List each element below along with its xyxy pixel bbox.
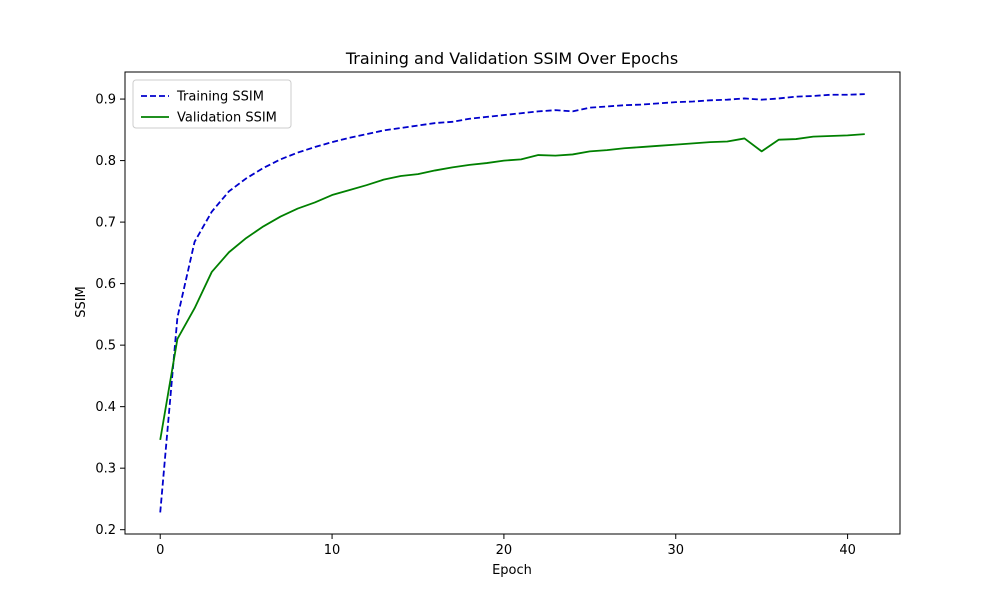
y-axis-label: SSIM [74,286,89,318]
y-tick-label: 0.7 [95,216,116,231]
series-line-0 [159,93,865,513]
y-tick-label: 0.2 [95,523,116,538]
y-tick-label: 0.8 [95,154,116,169]
legend: Training SSIM Validation SSIM [132,79,292,129]
x-tick-label: 10 [324,543,341,558]
legend-box [132,79,292,129]
chart-title: Training and Validation SSIM Over Epochs [345,49,678,68]
legend-label-0: Training SSIM [176,90,264,105]
plot-area [124,71,901,535]
plot-frame [124,71,901,535]
x-tick-label: 40 [839,543,856,558]
y-tick-label: 0.9 [95,93,116,108]
y-tick-label: 0.3 [95,462,116,477]
x-tick-label: 20 [496,543,513,558]
legend-label-1: Validation SSIM [177,111,277,126]
y-tick-label: 0.4 [95,400,116,415]
x-tick-label: 30 [667,543,684,558]
x-axis: 0 10 20 30 40 [156,534,856,558]
x-axis-label: Epoch [492,563,532,578]
y-tick-label: 0.5 [95,339,116,354]
y-tick-label: 0.6 [95,277,116,292]
series-line-1 [159,133,865,441]
x-tick-label: 0 [156,543,164,558]
y-axis: 0.2 0.3 0.4 0.5 0.6 0.7 0.8 0.9 [95,93,125,538]
